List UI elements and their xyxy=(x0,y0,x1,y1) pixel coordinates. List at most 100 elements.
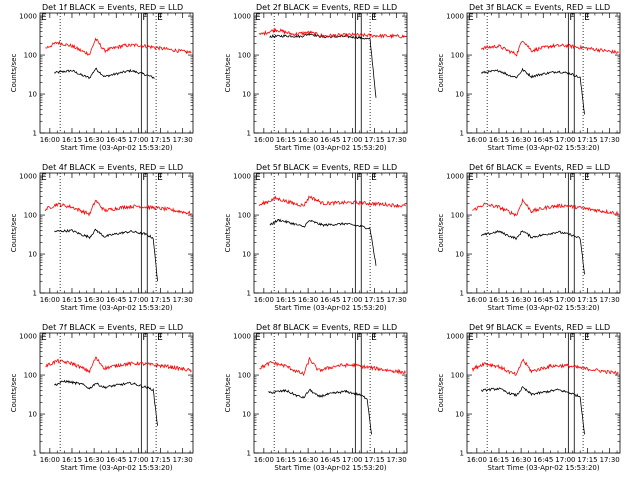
x-tick-label: 17:00 xyxy=(342,296,362,304)
x-tick-label: 16:00 xyxy=(467,136,487,144)
series-lld-line xyxy=(259,195,406,209)
chart-6: Det 6f BLACK = Events, RED = LLD 1 10 100 10… xyxy=(437,163,621,312)
x-tick-label: 16:45 xyxy=(106,456,126,464)
chart-9: Det 9f BLACK = Events, RED = LLD 1 10 100 10… xyxy=(437,323,621,472)
x-tick-label: 16:00 xyxy=(254,456,274,464)
marker-label-e: E xyxy=(584,173,590,183)
y-axis-label: Counts/sec xyxy=(224,54,232,93)
x-tick-label: 16:15 xyxy=(276,136,296,144)
x-tick-label: 17:00 xyxy=(555,136,575,144)
x-tick-label: 17:15 xyxy=(577,456,597,464)
marker-label-e: E xyxy=(255,13,261,23)
series-events-line xyxy=(480,230,585,275)
x-tick-label: 17:00 xyxy=(555,296,575,304)
x-axis-label: Start Time (03-Apr-02 15:53:20) xyxy=(487,144,599,152)
x-axis-label: Start Time (03-Apr-02 15:53:20) xyxy=(274,144,386,152)
series-lld-line xyxy=(472,197,619,217)
series-lld-line xyxy=(45,37,192,56)
marker-label-e: E xyxy=(584,333,590,343)
marker-label-f: F xyxy=(569,173,574,183)
x-tick-label: 16:15 xyxy=(276,296,296,304)
x-tick-label: 16:45 xyxy=(106,136,126,144)
marker-label-e: E xyxy=(41,333,47,343)
x-tick-label: 16:30 xyxy=(84,296,104,304)
y-tick-label: 100 xyxy=(24,52,37,60)
y-tick-label: 1 xyxy=(33,290,37,298)
series-events-line xyxy=(269,32,377,98)
marker-label-f: F xyxy=(142,173,147,183)
x-tick-label: 16:15 xyxy=(62,136,82,144)
series-lld-line xyxy=(259,27,406,40)
x-tick-label: 16:00 xyxy=(254,136,274,144)
y-tick-label: 1 xyxy=(33,450,37,458)
marker-label-e: E xyxy=(157,13,163,23)
chart-2: Det 2f BLACK = Events, RED = LLD 1 10 100 10… xyxy=(224,3,408,152)
chart-title: Det 2f BLACK = Events, RED = LLD xyxy=(256,3,397,12)
marker-label-f: F xyxy=(142,13,147,23)
x-tick-label: 17:15 xyxy=(364,296,384,304)
chart-title: Det 6f BLACK = Events, RED = LLD xyxy=(469,163,610,172)
y-tick-label: 1000 xyxy=(19,333,37,341)
marker-label-f: F xyxy=(356,173,361,183)
y-tick-label: 100 xyxy=(24,372,37,380)
x-tick-label: 16:45 xyxy=(320,456,340,464)
chart-title: Det 7f BLACK = Events, RED = LLD xyxy=(42,323,183,332)
chart-title: Det 5f BLACK = Events, RED = LLD xyxy=(256,163,397,172)
x-tick-label: 16:30 xyxy=(511,296,531,304)
chart-5: Det 5f BLACK = Events, RED = LLD 1 10 100 10… xyxy=(224,163,408,312)
y-tick-label: 10 xyxy=(28,251,37,259)
y-tick-label: 1000 xyxy=(233,173,251,181)
y-axis-label: Counts/sec xyxy=(437,54,445,93)
series-events-line xyxy=(54,67,155,80)
chart-4: Det 4f BLACK = Events, RED = LLD 1 10 100 10… xyxy=(10,163,194,312)
y-tick-label: 1000 xyxy=(446,13,464,21)
chart-8: Det 8f BLACK = Events, RED = LLD 1 10 100 10… xyxy=(224,323,408,472)
y-tick-label: 1 xyxy=(247,290,251,298)
chart-title: Det 3f BLACK = Events, RED = LLD xyxy=(469,3,610,12)
x-tick-label: 16:30 xyxy=(298,296,318,304)
marker-label-f: F xyxy=(356,13,361,23)
x-tick-label: 16:30 xyxy=(298,136,318,144)
marker-label-e: E xyxy=(255,173,261,183)
x-axis-label: Start Time (03-Apr-02 15:53:20) xyxy=(274,464,386,472)
x-tick-label: 16:00 xyxy=(254,296,274,304)
y-tick-label: 1000 xyxy=(233,333,251,341)
y-axis-label: Counts/sec xyxy=(224,214,232,253)
x-tick-label: 17:00 xyxy=(555,456,575,464)
x-tick-label: 16:30 xyxy=(511,136,531,144)
chart-title: Det 9f BLACK = Events, RED = LLD xyxy=(469,323,610,332)
series-events-line xyxy=(480,386,585,435)
x-tick-label: 16:45 xyxy=(533,296,553,304)
x-tick-label: 17:30 xyxy=(387,296,407,304)
y-tick-label: 100 xyxy=(238,212,251,220)
y-tick-label: 1000 xyxy=(19,13,37,21)
x-tick-label: 16:30 xyxy=(84,456,104,464)
y-tick-label: 10 xyxy=(242,251,251,259)
y-tick-label: 10 xyxy=(28,91,37,99)
x-tick-label: 16:15 xyxy=(489,456,509,464)
marker-label-e: E xyxy=(468,173,474,183)
x-tick-label: 16:45 xyxy=(106,296,126,304)
x-tick-label: 16:45 xyxy=(533,136,553,144)
x-tick-label: 17:15 xyxy=(364,456,384,464)
y-tick-label: 1000 xyxy=(446,333,464,341)
y-tick-label: 10 xyxy=(455,411,464,419)
x-tick-label: 17:15 xyxy=(150,136,170,144)
x-tick-label: 16:15 xyxy=(62,456,82,464)
series-lld-line xyxy=(45,199,192,217)
y-tick-label: 1 xyxy=(460,290,464,298)
y-tick-label: 1 xyxy=(33,130,37,138)
x-tick-label: 17:15 xyxy=(150,296,170,304)
y-axis-label: Counts/sec xyxy=(437,374,445,413)
plot-frame xyxy=(253,172,408,294)
x-tick-label: 17:30 xyxy=(387,136,407,144)
x-tick-label: 17:00 xyxy=(342,456,362,464)
y-axis-label: Counts/sec xyxy=(10,374,18,413)
x-axis-label: Start Time (03-Apr-02 15:53:20) xyxy=(60,144,172,152)
series-lld-line xyxy=(259,356,406,377)
plot-frame xyxy=(466,172,621,294)
y-tick-label: 1000 xyxy=(446,173,464,181)
marker-label-e: E xyxy=(371,333,377,343)
series-lld-line xyxy=(480,40,619,57)
series-events-line xyxy=(268,388,372,435)
